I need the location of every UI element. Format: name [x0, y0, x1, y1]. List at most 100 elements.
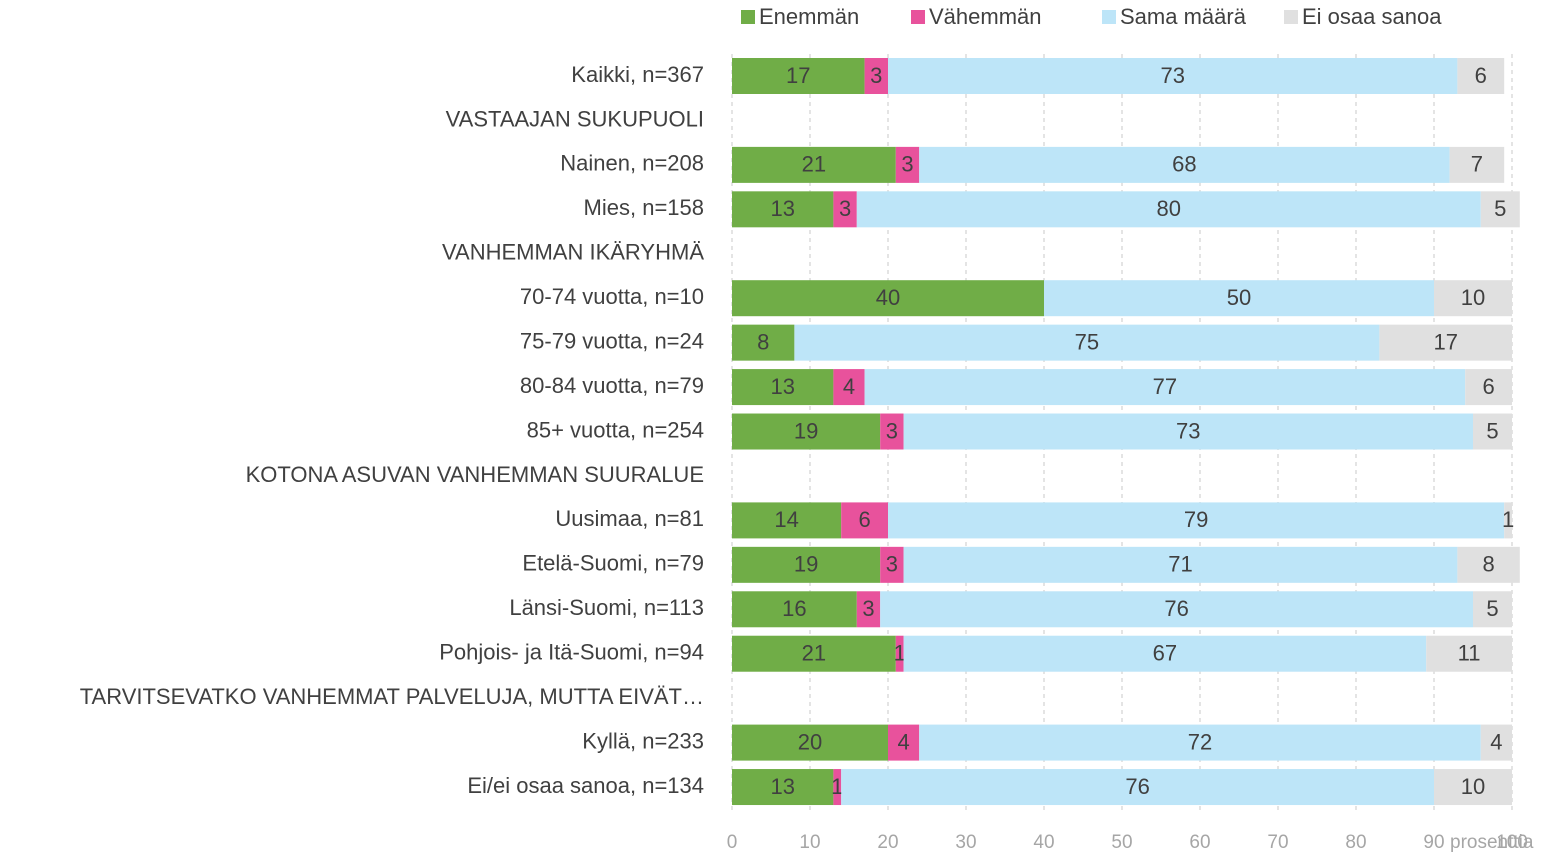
y-tick-label: VANHEMMAN IKÄRYHMÄ	[442, 240, 704, 265]
bar-segment	[856, 191, 1481, 228]
bar-segment	[833, 191, 857, 228]
data-label: 4	[843, 374, 855, 399]
data-label: 19	[794, 418, 818, 443]
data-label: 16	[782, 596, 806, 621]
data-label: 17	[786, 63, 810, 88]
y-tick-label: Pohjois- ja Itä-Suomi, n=94	[439, 640, 704, 665]
y-tick-label: Länsi-Suomi, n=113	[509, 595, 704, 620]
data-label: 77	[1153, 374, 1177, 399]
legend-swatch	[911, 10, 925, 24]
bar-segment	[841, 502, 888, 539]
x-tick-label: 10	[799, 832, 820, 853]
x-axis-label: prosenttia	[1450, 832, 1534, 853]
y-tick-label: Etelä-Suomi, n=79	[522, 551, 704, 576]
y-tick-label: Mies, n=158	[584, 195, 704, 220]
data-label: 13	[770, 196, 794, 221]
y-tick-label: 70-74 vuotta, n=10	[520, 284, 704, 309]
y-tick-label: VASTAAJAN SUKUPUOLI	[446, 106, 704, 131]
data-label: 67	[1153, 641, 1177, 666]
data-label: 3	[886, 418, 898, 443]
data-label: 21	[802, 641, 826, 666]
data-label: 6	[858, 507, 870, 532]
data-label: 71	[1168, 552, 1192, 577]
bar-segment	[833, 769, 842, 806]
y-tick-label: Nainen, n=208	[560, 151, 704, 176]
bar-segment	[888, 58, 1458, 94]
bar-segment	[732, 635, 896, 672]
data-label: 3	[901, 152, 913, 177]
bar-segment	[841, 769, 1434, 806]
bar-segment	[1434, 769, 1512, 806]
data-label: 68	[1172, 152, 1196, 177]
bar-segment	[732, 58, 865, 94]
bar-segment	[1473, 591, 1512, 628]
data-label: 17	[1433, 329, 1457, 354]
bar-segment	[919, 146, 1450, 183]
data-label: 3	[839, 196, 851, 221]
y-tick-label: Kaikki, n=367	[571, 62, 704, 87]
data-label: 5	[1486, 418, 1498, 443]
x-tick-label: 30	[955, 832, 976, 853]
bar-segment	[732, 280, 1044, 317]
bar-segment	[864, 58, 888, 94]
data-label: 11	[1458, 641, 1481, 666]
legend-label: Enemmän	[759, 4, 859, 29]
data-label: 80	[1157, 196, 1181, 221]
legend-swatch	[741, 10, 755, 24]
data-label: 4	[1490, 729, 1502, 754]
data-label: 10	[1461, 285, 1485, 310]
y-tick-label: Uusimaa, n=81	[555, 506, 704, 531]
bar-segment	[864, 369, 1466, 406]
bar-segment	[895, 146, 920, 183]
x-tick-label: 80	[1345, 832, 1366, 853]
data-label: 76	[1125, 774, 1149, 799]
bar-segment	[880, 591, 1473, 628]
data-label: 4	[897, 729, 909, 754]
bar-segment	[833, 369, 865, 406]
bar-segment	[903, 413, 1473, 450]
bar-segment	[880, 546, 904, 583]
bar-segment	[1457, 546, 1520, 583]
legend-swatch	[1102, 10, 1116, 24]
data-label: 6	[1482, 374, 1494, 399]
y-tick-label: Kyllä, n=233	[582, 728, 704, 753]
bar-segment	[732, 724, 888, 761]
data-label: 40	[876, 285, 900, 310]
x-tick-label: 40	[1033, 832, 1054, 853]
data-label: 14	[774, 507, 798, 532]
bar-segment	[1465, 369, 1512, 406]
data-label: 76	[1164, 596, 1188, 621]
data-label: 6	[1475, 63, 1487, 88]
bar-segment	[1480, 724, 1512, 761]
data-label: 19	[794, 552, 818, 577]
legend-swatch	[1284, 10, 1298, 24]
data-label: 5	[1486, 596, 1498, 621]
y-tick-label: 80-84 vuotta, n=79	[520, 373, 704, 398]
y-tick-label: Ei/ei osaa sanoa, n=134	[467, 773, 704, 798]
bar-segment	[732, 413, 881, 450]
data-label: 72	[1188, 729, 1212, 754]
x-tick-label: 70	[1267, 832, 1288, 853]
data-label: 3	[862, 596, 874, 621]
legend-label: Vähemmän	[929, 4, 1042, 29]
x-tick-label: 0	[727, 832, 738, 853]
bar-segment	[1426, 635, 1512, 672]
data-label: 73	[1160, 63, 1184, 88]
data-label: 3	[870, 63, 882, 88]
data-label: 79	[1184, 507, 1208, 532]
data-label: 1	[894, 641, 906, 666]
data-label: 5	[1494, 196, 1506, 221]
bar-segment	[1379, 324, 1512, 361]
bar-segment	[732, 324, 795, 361]
x-tick-label: 50	[1111, 832, 1132, 853]
data-label: 75	[1075, 329, 1099, 354]
data-label: 1	[1502, 507, 1514, 532]
y-tick-label: TARVITSEVATKO VANHEMMAT PALVELUJA, MUTTA…	[80, 684, 704, 709]
data-label: 7	[1471, 152, 1483, 177]
x-tick-label: 100	[1496, 832, 1528, 853]
bar-segment	[880, 413, 904, 450]
data-label: 50	[1227, 285, 1251, 310]
bar-segment	[732, 546, 881, 583]
bar-segment	[1480, 191, 1520, 228]
bar-segment	[1473, 413, 1512, 450]
